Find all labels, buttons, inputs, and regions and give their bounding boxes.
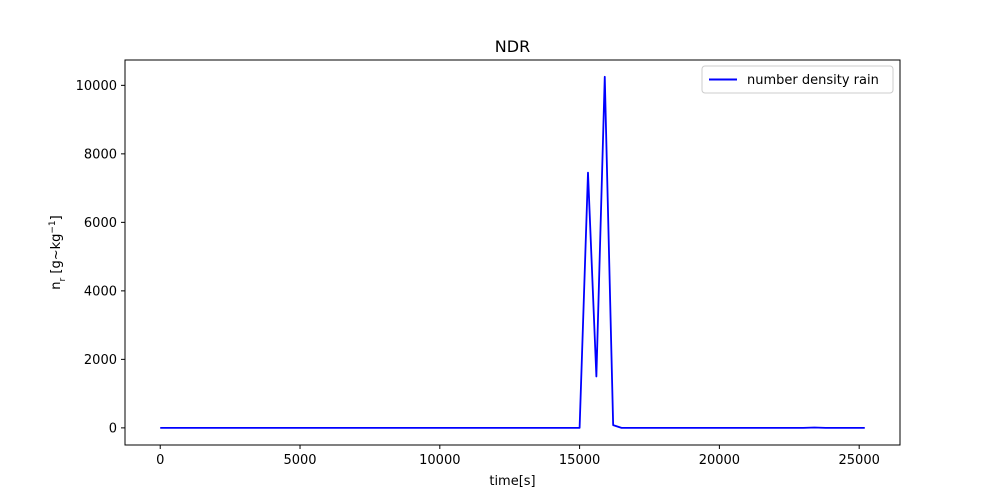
y-axis-label-sub: r (58, 277, 68, 281)
x-tick-label-1: 5000 (283, 453, 316, 468)
chart-title: NDR (495, 37, 530, 56)
plot-frame (124, 59, 901, 446)
x-tick-label-5: 25000 (839, 453, 880, 468)
x-tick-label-4: 20000 (699, 453, 740, 468)
y-tick-label-3: 6000 (84, 216, 117, 231)
x-axis-ticks: 0 5000 10000 15000 20000 25000 (156, 445, 880, 468)
y-axis-label-base: n (49, 281, 64, 289)
series-layer (160, 75, 865, 429)
legend: number density rain (701, 65, 894, 94)
y-axis-label-unit: [g~kg (49, 234, 64, 278)
y-axis-ticks: 0 2000 4000 6000 8000 10000 (76, 79, 125, 436)
y-tick-label-1: 2000 (84, 353, 117, 368)
x-tick-label-3: 15000 (559, 453, 600, 468)
legend-label-number-density-rain: number density rain (747, 73, 879, 88)
x-tick-label-0: 0 (156, 453, 164, 468)
y-tick-label-2: 4000 (84, 284, 117, 299)
y-tick-label-4: 8000 (84, 147, 117, 162)
y-axis-label: nr [g~kg−1] (48, 215, 68, 289)
x-tick-label-2: 10000 (419, 453, 460, 468)
x-axis-label: time[s] (489, 474, 535, 489)
y-tick-label-5: 10000 (76, 79, 117, 94)
plot-background (125, 60, 900, 445)
legend-box (701, 65, 894, 94)
y-axis-label-sup: −1 (48, 220, 58, 233)
series-line-number-density-rain (160, 75, 865, 429)
y-tick-label-0: 0 (109, 421, 117, 436)
y-axis-label-close: ] (49, 215, 64, 220)
